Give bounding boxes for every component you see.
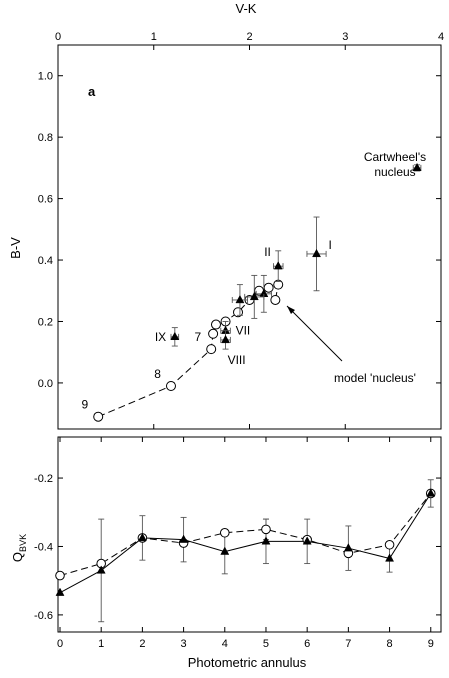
bottom-axes: 0 1 2 3 4 5 6 7 8 9 -0.6 -0.4 -0.2	[34, 437, 441, 650]
top-x-tick-label-2: 2	[246, 31, 252, 43]
bottom-marks	[55, 479, 436, 623]
tri-point-1	[273, 261, 283, 270]
tri-point-4	[235, 294, 245, 304]
bottom-x-tick-label-1: 1	[98, 638, 104, 650]
bottom-x-axis-label: Photometric annulus	[188, 655, 307, 670]
bottom-y-tick-label-0: -0.6	[34, 610, 53, 622]
top-x-tick-label-3: 3	[342, 31, 348, 43]
model-point-3	[208, 328, 219, 339]
tri-point-8	[412, 162, 422, 172]
model-point-label-9: 9	[82, 398, 89, 412]
qbvk-model-point-0	[55, 570, 65, 581]
region-label-I: I	[329, 238, 332, 252]
bottom-y-tick-label-1: -0.4	[34, 541, 53, 553]
qbvk-observed-point-1	[96, 565, 106, 574]
region-label-VIII: VIII	[228, 353, 246, 367]
qbvk-observed-line	[59, 493, 432, 594]
qbvk-observed-point-6	[302, 536, 312, 545]
model-nucleus-arrowhead	[287, 306, 295, 314]
qbvk-observed-point-4	[220, 546, 230, 555]
bottom-x-tick-label-0: 0	[57, 638, 63, 650]
qbvk-observed-point-7	[343, 543, 353, 552]
region-label-VII: VII	[236, 324, 251, 338]
tri-point-6	[221, 334, 231, 344]
model-point-2	[206, 344, 217, 355]
bottom-y-axis-label-subscript: BVK	[18, 534, 28, 552]
bottom-x-tick-label-7: 7	[345, 638, 351, 650]
bottom-x-tick-label-2: 2	[139, 638, 145, 650]
model-point-label-8: 8	[154, 367, 161, 381]
qbvk-panel: Photometric annulus QBVK 0 1 2 3 4 5 6 7 8 9 -0.6 -…	[10, 436, 442, 670]
top-x-tick-label-4: 4	[438, 31, 444, 43]
nucleus-annotation-line1: Cartwheel's	[364, 150, 426, 164]
qbvk-model-point-8	[384, 539, 395, 550]
top-y-tick-label-5: 1.0	[38, 71, 53, 83]
qbvk-observed-point-9	[426, 488, 436, 497]
region-label-IX: IX	[155, 330, 166, 344]
top-x-tick-label-0: 0	[55, 31, 61, 43]
color-color-panel: V-K B-V a Cartwheel's nucleus model 'nuc…	[8, 1, 444, 430]
model-point-1	[165, 380, 176, 391]
tri-point-3	[249, 291, 259, 301]
model-nucleus-arrow	[286, 305, 343, 362]
qbvk-observed-point-3	[179, 534, 189, 543]
qbvk-model-point-5	[261, 524, 271, 535]
bottom-y-tick-label-2: -0.2	[34, 473, 53, 485]
top-y-tick-label-4: 0.8	[38, 132, 53, 144]
qbvk-observed-point-0	[55, 587, 65, 596]
bottom-x-tick-label-4: 4	[222, 638, 228, 650]
top-x-axis-label: V-K	[236, 1, 257, 16]
model-point-0	[93, 411, 104, 422]
model-point-11	[270, 294, 281, 305]
top-y-tick-label-3: 0.6	[38, 194, 53, 206]
model-point-4	[210, 319, 221, 330]
bottom-x-tick-label-9: 9	[428, 638, 434, 650]
bottom-y-axis-label: QBVK	[10, 534, 28, 562]
bottom-x-tick-label-8: 8	[387, 638, 393, 650]
nucleus-annotation-line2: nucleus	[374, 165, 415, 179]
bottom-x-tick-label-6: 6	[304, 638, 310, 650]
qbvk-observed-point-8	[385, 553, 395, 562]
tri-point-0	[312, 248, 321, 258]
tri-point-7	[170, 331, 180, 341]
bottom-x-tick-label-5: 5	[263, 638, 269, 650]
bottom-x-tick-label-3: 3	[181, 638, 187, 650]
top-axes: 0 1 2 3 4 0.0 0.2 0.4 0.6 0.8 1.0	[38, 31, 444, 429]
panel-label: a	[88, 84, 96, 99]
model-nucleus-annotation: model 'nucleus'	[334, 371, 416, 385]
qbvk-model-line	[59, 493, 432, 577]
qbvk-observed-point-5	[261, 536, 271, 545]
top-y-tick-label-1: 0.2	[38, 316, 53, 328]
top-y-tick-label-2: 0.4	[38, 255, 53, 267]
bottom-y-axis-label-text: QBVK	[10, 534, 28, 562]
model-point-label-7: 7	[195, 330, 202, 344]
top-x-tick-label-1: 1	[151, 31, 157, 43]
qbvk-model-point-4	[219, 527, 230, 538]
top-y-tick-label-0: 0.0	[38, 378, 53, 390]
qbvk-observed-point-2	[137, 532, 147, 542]
top-y-axis-label: B-V	[8, 237, 23, 259]
region-label-II: II	[264, 245, 271, 259]
bottom-y-axis-label-main: Q	[10, 552, 25, 562]
bottom-panel-frame	[57, 436, 442, 633]
